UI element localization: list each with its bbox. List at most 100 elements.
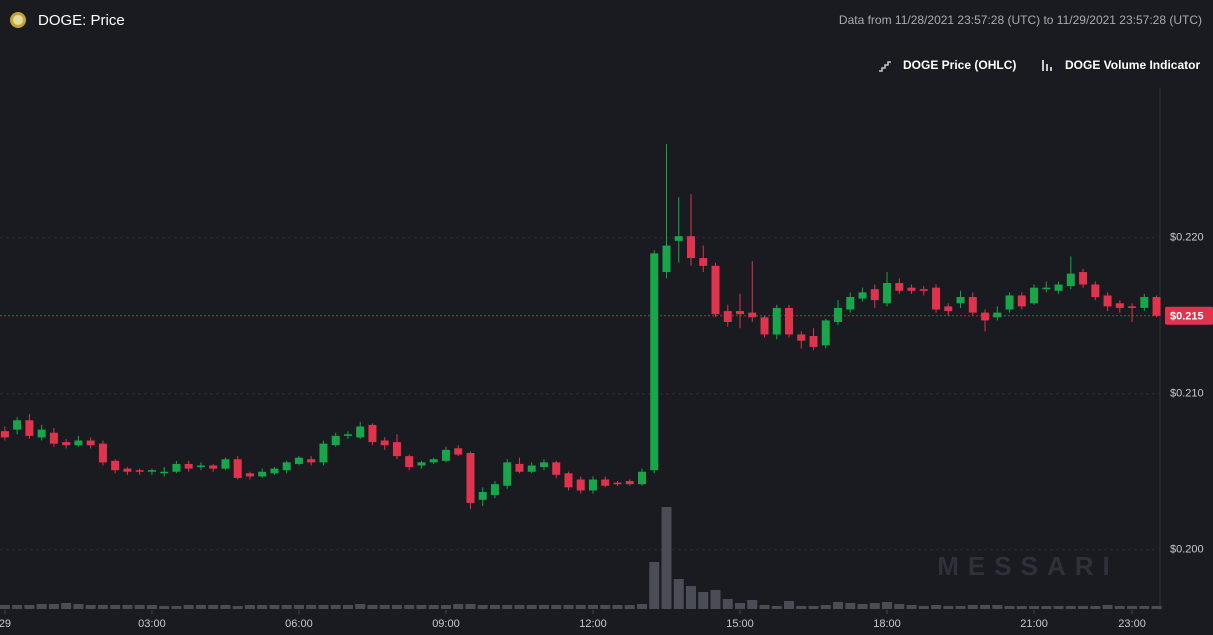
candle-body (441, 449, 450, 461)
legend-label[interactable]: DOGE Price (OHLC) (903, 58, 1016, 72)
volume-bar (342, 605, 353, 609)
candle-body (160, 471, 169, 474)
candle-body (209, 465, 218, 469)
volume-bar (722, 599, 733, 609)
volume-bar (1053, 606, 1064, 609)
volume-bar (575, 605, 586, 609)
volume-bar (1065, 606, 1076, 609)
volume-bar (845, 603, 856, 609)
candle-body (834, 307, 843, 322)
volume-bar (318, 605, 329, 609)
y-tick-label: $0.210 (1170, 388, 1204, 400)
y-tick-label: $0.200 (1170, 544, 1204, 556)
volume-bar (649, 562, 660, 609)
volume-bar (600, 605, 611, 609)
x-tick-label: 18:00 (873, 618, 901, 630)
volume-bar (587, 605, 598, 609)
candle-body (343, 434, 352, 436)
volume-bar (195, 605, 206, 609)
volume-bar (894, 604, 905, 609)
candle-body (135, 470, 144, 472)
candle-body (907, 287, 916, 291)
price-marker-box (1165, 306, 1213, 325)
volume-bar (367, 605, 378, 609)
volume-bar (36, 604, 47, 609)
volume-bar (208, 605, 219, 609)
volume-bar (882, 602, 893, 609)
candle-body (846, 297, 855, 310)
candle-body (245, 473, 254, 477)
volume-bar (771, 606, 782, 609)
volume-bar (931, 605, 942, 609)
volume-bar (624, 605, 635, 609)
candle-body (723, 311, 732, 322)
volume-bar (440, 605, 451, 609)
volume-bar (134, 605, 145, 609)
chart-subtitle: Data from 11/28/2021 23:57:28 (UTC) to 1… (839, 13, 1202, 27)
volume-bar (1078, 606, 1089, 609)
candle-body (895, 282, 904, 291)
candle-body (172, 463, 181, 472)
candle-body (49, 432, 58, 444)
candle-body (1079, 272, 1088, 285)
volume-bar (48, 604, 59, 609)
candle-body (674, 236, 683, 241)
candle-body (601, 479, 610, 486)
price-marker-label: $0.215 (1170, 311, 1204, 323)
candle-body (392, 442, 401, 457)
candle-body (184, 463, 193, 469)
candle-body (539, 462, 548, 468)
volume-bar (24, 605, 35, 609)
candle-body (797, 334, 806, 341)
candle-body (1030, 287, 1039, 304)
candle-body (111, 460, 120, 471)
y-tick-label: $0.220 (1170, 232, 1204, 244)
volume-bar (1151, 606, 1162, 609)
volume-bar (980, 605, 991, 609)
candle-body (968, 297, 977, 313)
candle-body (1066, 273, 1075, 287)
candle-body (576, 479, 585, 491)
volume-bar (1004, 606, 1015, 609)
volume-bar (1090, 606, 1101, 609)
candle-body (1017, 295, 1026, 307)
candle-body (98, 443, 107, 463)
volume-bar (992, 605, 1003, 609)
volume-bar (857, 604, 868, 609)
candle-body (993, 312, 1002, 318)
candle-body (699, 258, 708, 266)
candle-body (625, 481, 634, 485)
candle-body (1128, 306, 1137, 308)
candle-body (870, 289, 879, 301)
volume-bar (146, 605, 157, 609)
doge-icon-inner (13, 15, 23, 25)
watermark: MESSARI (937, 551, 1118, 581)
legend-icon-price (879, 61, 891, 72)
legend-label[interactable]: DOGE Volume Indicator (1065, 58, 1200, 72)
volume-bar (61, 603, 72, 609)
volume-bar (379, 605, 390, 609)
volume-bar (808, 606, 819, 609)
volume-bar (428, 605, 439, 609)
candle-body (883, 282, 892, 304)
candle-body (981, 312, 990, 321)
candle-body (858, 292, 867, 299)
volume-bar (538, 605, 549, 609)
volume-bar (0, 605, 10, 609)
volume-bar (220, 605, 231, 609)
candle-body (294, 457, 303, 464)
candle-body (405, 456, 414, 468)
candle-body (258, 471, 267, 477)
volume-bar (747, 600, 758, 609)
candle-body (62, 442, 71, 446)
volume-bar (1029, 606, 1040, 609)
volume-bar (257, 605, 268, 609)
candle-body (588, 479, 597, 491)
volume-bar (85, 605, 96, 609)
candle-body (650, 253, 659, 471)
candle-body (368, 424, 377, 443)
candle-body (380, 440, 389, 446)
candle-body (270, 468, 279, 474)
volume-bar (710, 590, 721, 609)
